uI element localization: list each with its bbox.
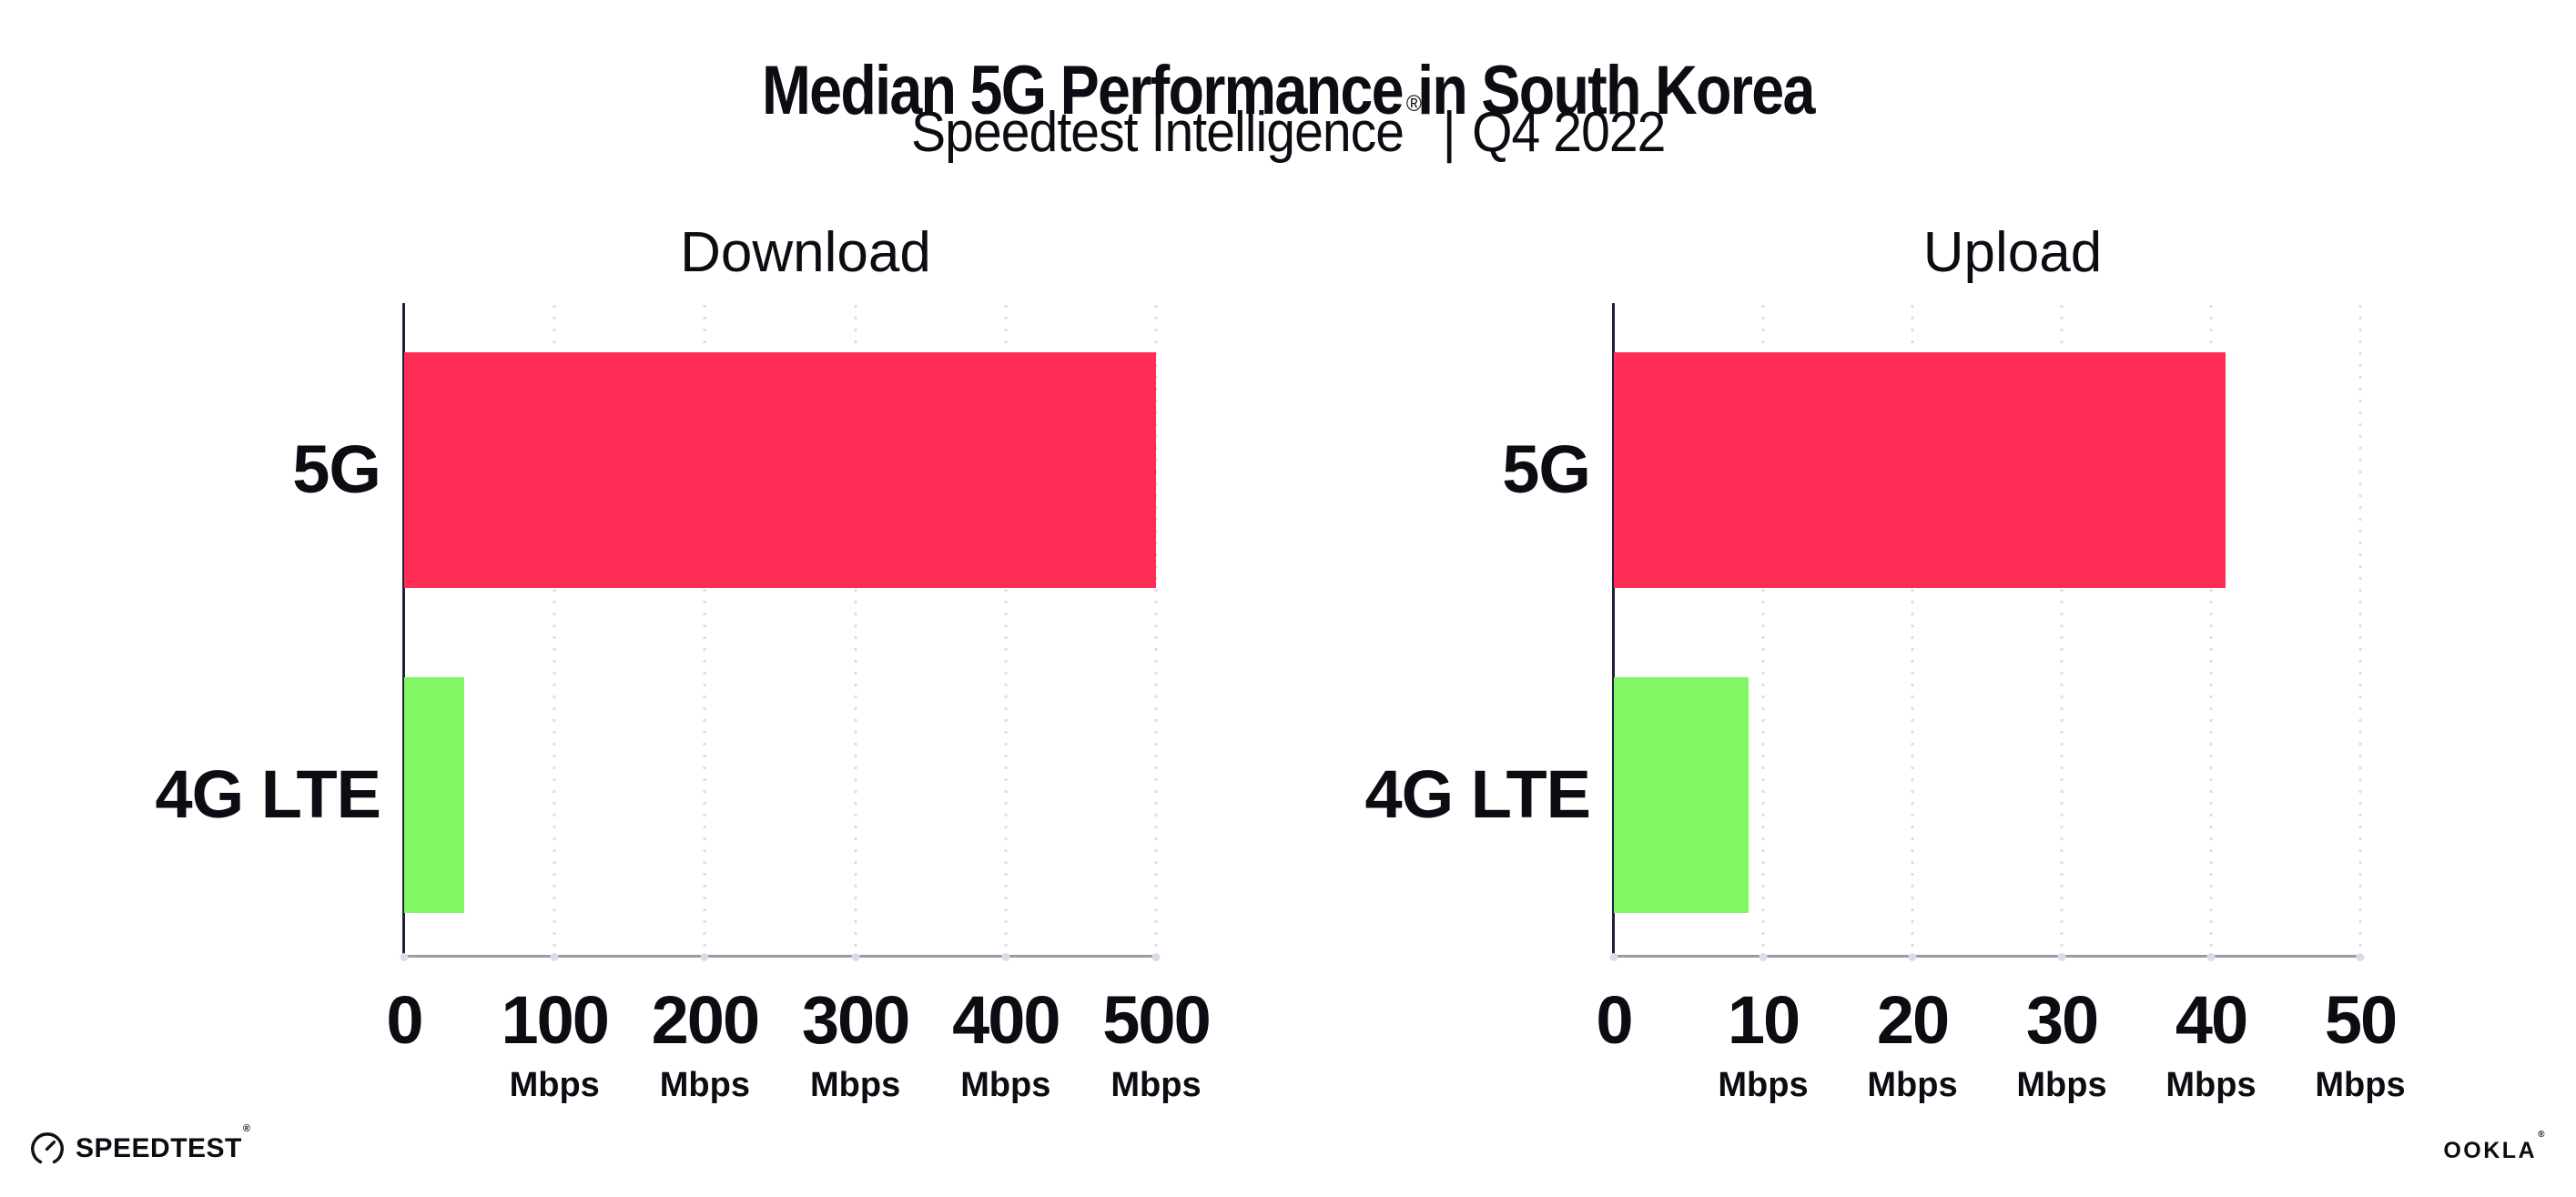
upload-x-axis-line: [1614, 955, 2360, 958]
axis-tick-dot-500: [1151, 953, 1161, 961]
download-chart: Download 0 100 Mbps 200 Mbps 300 Mbps 400 Mbps 50…: [155, 225, 1211, 1103]
axis-tick-dot-300: [851, 953, 860, 961]
x-tick-label-download-300: 300 Mbps: [801, 982, 910, 1104]
upload-chart: Upload 0 10 Mbps 20 Mbps 30 Mbps 40 Mbps 50 Mbps 5G…: [1364, 225, 2405, 1103]
ookla-wordmark: OOKLA: [2443, 1138, 2538, 1163]
speedtest-logo: SPEEDTEST®: [29, 1123, 251, 1167]
x-tick-unit: Mbps: [1718, 1066, 1809, 1104]
x-tick-unit: Mbps: [2315, 1066, 2406, 1104]
gridline-20: [1911, 305, 1914, 958]
x-tick-value: 0: [386, 982, 423, 1058]
page-title: Median 5G Performance in South Korea: [0, 51, 2576, 129]
x-tick-value: 50: [2324, 982, 2398, 1058]
axis-tick-dot-0: [1609, 953, 1618, 961]
speedtest-gauge-icon: [31, 1132, 64, 1164]
gridline-30: [2060, 305, 2064, 958]
ookla-logo: OOKLA®: [2443, 1131, 2547, 1163]
x-tick-unit: [386, 1068, 421, 1102]
bar-4g-lte-download: [404, 676, 465, 913]
gridline-40: [2209, 305, 2213, 958]
x-tick-value: 30: [2025, 982, 2099, 1058]
upload-chart-title: Upload: [1922, 221, 2103, 284]
axis-tick-dot-20: [1908, 953, 1917, 961]
gridline-10: [1761, 305, 1765, 958]
gridline-300: [854, 305, 857, 958]
x-tick-value: 100: [501, 982, 609, 1058]
x-tick-value: 300: [801, 982, 910, 1058]
axis-tick-dot-30: [2057, 953, 2066, 961]
gridline-400: [1004, 305, 1008, 958]
category-label-4g-lte-download: 4G LTE: [155, 756, 381, 832]
x-tick-value: 40: [2175, 982, 2248, 1058]
x-tick-label-upload-20: 20 Mbps: [1867, 982, 1958, 1104]
x-tick-label-download-400: 400 Mbps: [952, 982, 1060, 1104]
x-tick-unit: Mbps: [1867, 1066, 1958, 1104]
download-y-axis-line: [402, 303, 405, 959]
download-x-axis-line: [404, 955, 1156, 958]
x-tick-label-download-100: 100 Mbps: [501, 982, 609, 1104]
x-tick-value: 10: [1727, 982, 1800, 1058]
axis-tick-dot-200: [700, 953, 709, 961]
x-tick-unit: Mbps: [1111, 1066, 1202, 1104]
x-tick-unit: Mbps: [659, 1066, 750, 1104]
gridline-200: [703, 305, 706, 958]
x-tick-value: 200: [651, 982, 760, 1058]
category-label-5g-download: 5G: [292, 431, 381, 507]
x-tick-value: 400: [952, 982, 1060, 1058]
x-tick-unit: [1596, 1068, 1631, 1102]
bar-4g-lte-upload: [1614, 676, 1749, 913]
x-tick-label-upload-30: 30 Mbps: [2016, 982, 2107, 1104]
axis-tick-dot-40: [2206, 953, 2216, 961]
category-label-4g-lte-upload: 4G LTE: [1364, 756, 1591, 832]
page-subtitle-text: Speedtest Intelligence ® | Q4 2022: [910, 93, 1666, 167]
bar-5g-upload: [1614, 351, 2226, 588]
x-tick-unit: Mbps: [2165, 1066, 2257, 1104]
x-tick-label-upload-50: 50 Mbps: [2315, 982, 2406, 1104]
axis-tick-dot-400: [1001, 953, 1010, 961]
x-tick-unit: Mbps: [960, 1066, 1051, 1104]
download-chart-title: Download: [680, 221, 931, 284]
x-tick-label-upload-0: 0: [1596, 982, 1633, 1102]
speedtest-registered-mark: ®: [242, 1123, 251, 1134]
page-title-text: Median 5G Performance in South Korea: [762, 51, 1815, 129]
x-tick-unit: Mbps: [809, 1066, 901, 1104]
speedtest-wordmark: SPEEDTEST®: [76, 1123, 251, 1163]
x-tick-unit: Mbps: [2016, 1066, 2107, 1104]
x-tick-label-download-500: 500 Mbps: [1102, 982, 1211, 1104]
category-label-5g-upload: 5G: [1502, 431, 1591, 507]
ookla-registered-mark: ®: [2538, 1130, 2547, 1140]
gridline-100: [553, 305, 556, 958]
axis-tick-dot-10: [1759, 953, 1768, 961]
bar-5g-download: [404, 351, 1156, 588]
registered-mark: ®: [1405, 91, 1422, 117]
x-tick-value: 0: [1596, 982, 1633, 1058]
x-tick-unit: Mbps: [509, 1066, 600, 1104]
axis-tick-dot-50: [2356, 953, 2365, 961]
axis-tick-dot-100: [550, 953, 559, 961]
x-tick-label-upload-40: 40 Mbps: [2165, 982, 2257, 1104]
gridline-50: [2358, 305, 2362, 958]
subtitle-brand: Speedtest Intelligence: [910, 101, 1405, 164]
x-tick-value: 20: [1876, 982, 1950, 1058]
upload-y-axis-line: [1612, 303, 1615, 959]
gridline-500: [1154, 305, 1158, 958]
page-subtitle: Speedtest Intelligence ® | Q4 2022: [0, 93, 2576, 167]
x-tick-label-download-200: 200 Mbps: [651, 982, 760, 1104]
x-tick-label-upload-10: 10 Mbps: [1718, 982, 1809, 1104]
subtitle-period: Q4 2022: [1471, 101, 1666, 164]
x-tick-value: 500: [1102, 982, 1211, 1058]
subtitle-separator: |: [1442, 101, 1456, 164]
axis-tick-dot-0: [400, 953, 409, 961]
x-tick-label-download-0: 0: [386, 982, 423, 1102]
